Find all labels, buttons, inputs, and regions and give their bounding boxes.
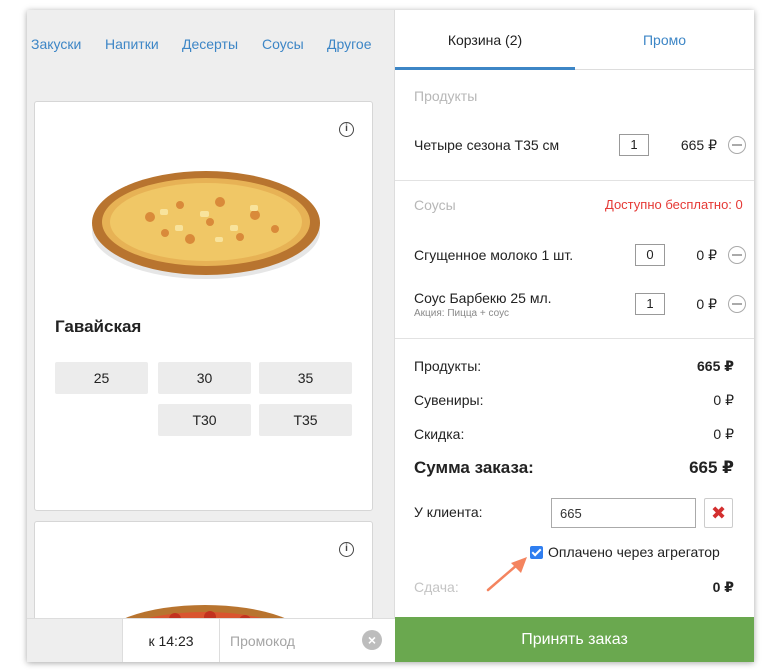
quantity-field[interactable]: 0 bbox=[635, 244, 665, 266]
size-button-25[interactable]: 25 bbox=[55, 362, 148, 394]
category-other[interactable]: Другое bbox=[327, 36, 372, 52]
summary-discount-label: Скидка: bbox=[414, 426, 465, 442]
size-button-35[interactable]: 35 bbox=[259, 362, 352, 394]
divider bbox=[395, 338, 754, 339]
clear-cash-button[interactable]: ✖ bbox=[704, 498, 733, 528]
clear-icon[interactable]: × bbox=[362, 630, 382, 650]
promo-code-input[interactable] bbox=[230, 629, 355, 653]
cart-item-name: Четыре сезона Т35 см bbox=[414, 137, 560, 153]
cart-item-name: Соус Барбекю 25 мл. bbox=[414, 290, 552, 306]
sauces-section-label: Соусы bbox=[414, 197, 456, 213]
category-snacks[interactable]: Закуски bbox=[31, 36, 82, 52]
tab-cart[interactable]: Корзина (2) bbox=[395, 10, 575, 70]
item-price: 0 ₽ bbox=[696, 247, 717, 263]
category-nav: Закуски Напитки Десерты Соусы Другое bbox=[27, 36, 395, 56]
category-desserts[interactable]: Десерты bbox=[182, 36, 239, 52]
divider bbox=[395, 180, 754, 181]
paid-via-aggregator-label[interactable]: Оплачено через агрегатор bbox=[548, 544, 720, 560]
info-icon[interactable]: i bbox=[339, 542, 354, 557]
client-cash-label: У клиента: bbox=[414, 504, 483, 520]
accept-order-button[interactable]: Принять заказ bbox=[395, 617, 754, 662]
cart-tabs: Корзина (2) Промо bbox=[395, 10, 754, 70]
category-drinks[interactable]: Напитки bbox=[105, 36, 159, 52]
client-cash-input[interactable] bbox=[551, 498, 696, 528]
app-window: Закуски Напитки Десерты Соусы Другое i bbox=[27, 10, 754, 662]
change-label: Сдача: bbox=[414, 579, 459, 595]
quantity-field[interactable]: 1 bbox=[635, 293, 665, 315]
cart-item-name: Сгущенное молоко 1 шт. bbox=[414, 247, 574, 263]
promo-note: Акция: Пицца + соус bbox=[414, 308, 509, 319]
free-sauces-note: Доступно бесплатно: 0 bbox=[605, 197, 743, 212]
info-icon[interactable]: i bbox=[339, 122, 354, 137]
delivery-time[interactable]: к 14:23 bbox=[123, 619, 220, 662]
product-card[interactable]: i Гавайская 25 30 35 bbox=[34, 101, 373, 511]
summary-souvenirs-value: 0 ₽ bbox=[713, 392, 734, 408]
blank-slot bbox=[27, 619, 123, 662]
summary-discount-value: 0 ₽ bbox=[713, 426, 734, 442]
summary-souvenirs-label: Сувениры: bbox=[414, 392, 484, 408]
order-total-label: Сумма заказа: bbox=[414, 458, 534, 477]
quantity-field[interactable]: 1 bbox=[619, 134, 649, 156]
remove-icon[interactable] bbox=[728, 295, 746, 313]
tab-promo[interactable]: Промо bbox=[642, 32, 687, 48]
summary-products-value: 665 ₽ bbox=[697, 358, 734, 374]
size-button-30[interactable]: 30 bbox=[158, 362, 251, 394]
category-sauces[interactable]: Соусы bbox=[262, 36, 304, 52]
summary-products-label: Продукты: bbox=[414, 358, 482, 374]
item-price: 0 ₽ bbox=[696, 296, 717, 312]
cart-panel: Корзина (2) Промо Продукты Четыре сезона… bbox=[395, 10, 754, 662]
size-button-t35[interactable]: Т35 bbox=[259, 404, 352, 436]
remove-icon[interactable] bbox=[728, 136, 746, 154]
menu-panel: Закуски Напитки Десерты Соусы Другое i bbox=[27, 10, 395, 662]
products-section-label: Продукты bbox=[414, 88, 478, 104]
item-price: 665 ₽ bbox=[680, 137, 717, 153]
remove-icon[interactable] bbox=[728, 246, 746, 264]
annotation-arrow-icon bbox=[486, 557, 527, 592]
paid-via-aggregator-checkbox[interactable] bbox=[530, 546, 543, 559]
product-title: Гавайская bbox=[55, 317, 142, 336]
size-button-t30[interactable]: Т30 bbox=[158, 404, 251, 436]
change-value: 0 ₽ bbox=[712, 579, 734, 595]
pizza-image bbox=[92, 171, 320, 279]
order-options-bar: к 14:23 × bbox=[27, 618, 395, 662]
order-total-value: 665 ₽ bbox=[689, 458, 734, 477]
